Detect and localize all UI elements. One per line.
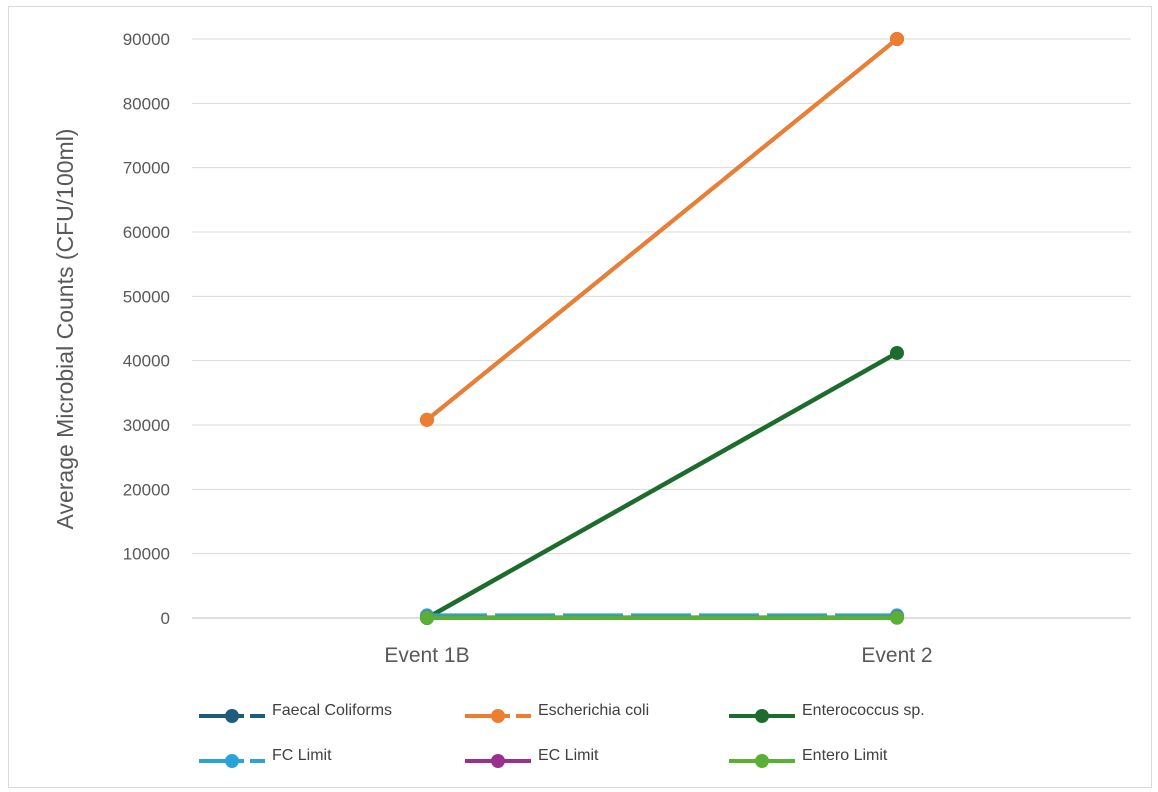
data-point [890,32,904,46]
x-tick-label: Event 1B [384,644,469,667]
data-point [890,610,904,625]
legend-swatch-marker [755,754,769,768]
y-tick-label: 80000 [123,94,170,113]
data-point [420,610,434,625]
legend-swatch-marker [755,709,769,723]
legend-label: Faecal Coliforms [272,702,392,719]
series-line [425,37,899,422]
series-line [425,350,899,620]
legend-label: Escherichia coli [538,702,649,719]
y-tick-label: 30000 [123,416,170,435]
y-tick-label: 60000 [123,223,170,242]
data-point [890,345,904,360]
legend-swatch-marker [225,709,239,723]
y-tick-label: 70000 [123,159,170,178]
y-tick-label: 0 [161,609,170,628]
legend-label: FC Limit [272,747,332,764]
legend-swatch-marker [491,754,505,768]
y-tick-label: 20000 [123,480,170,499]
x-tick-label: Event 2 [861,644,932,667]
legend-swatch-marker [491,709,505,723]
y-axis-title: Average Microbial Counts (CFU/100ml) [52,129,78,530]
data-point [420,412,434,427]
y-tick-label: 90000 [123,30,170,49]
legend-swatch-marker [225,754,239,768]
y-tick-label: 50000 [123,287,170,306]
chart-frame [8,6,1152,788]
legend-label: Entero Limit [802,747,888,764]
legend-label: Enterococcus sp. [802,702,925,719]
legend-label: EC Limit [538,747,599,764]
y-tick-label: 10000 [123,545,170,564]
y-tick-label: 40000 [123,352,170,371]
